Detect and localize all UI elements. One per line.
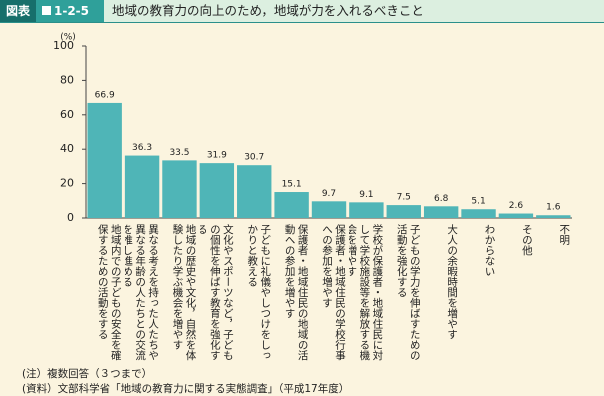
category-label: わからない (483, 224, 496, 277)
category-label: その他 (520, 224, 533, 256)
bar (199, 163, 235, 218)
value-label: 36.3 (132, 143, 152, 153)
note: (注）複数回答（３つまで） (22, 368, 153, 380)
y-tick-label: 80 (60, 73, 74, 86)
y-tick-label: 40 (60, 142, 74, 155)
bar (349, 202, 384, 218)
value-label: 15.1 (282, 180, 302, 190)
value-label: 9.1 (359, 190, 373, 200)
category-label: 文化やスポーツなど，子どもの個性を伸ばす教育を強化する (199, 224, 234, 361)
figure-label: 図表 (0, 0, 36, 22)
unit-label: (%) (60, 33, 76, 43)
figure-title: 地域の教育力の向上のため，地域が力を入れるべきこと (112, 3, 424, 18)
value-label: 2.6 (509, 201, 524, 211)
value-label: 66.9 (95, 90, 115, 100)
figure-number: 1-2-5 (54, 4, 90, 18)
header: 図表 1-2-5 地域の教育力の向上のため，地域が力を入れるべきこと (0, 0, 604, 23)
source: (資料）文部科学省「地域の教育力に関する実態調査」（平成17年度） (22, 383, 350, 395)
value-label: 5.1 (471, 197, 485, 207)
bar (536, 215, 571, 218)
y-tick-label: 20 (60, 177, 74, 190)
y-tick-label: 0 (67, 211, 74, 224)
value-label: 7.5 (397, 193, 411, 203)
value-label: 31.9 (207, 151, 227, 161)
category-label: 異なる考えを持った人たちや異なる年齢の人たちとの交流を推し進める (125, 224, 160, 361)
value-label: 6.8 (434, 194, 449, 204)
bar (498, 213, 534, 218)
bar (87, 102, 122, 218)
value-label: 1.6 (546, 203, 561, 213)
figure-number-box: 1-2-5 (36, 0, 104, 22)
y-tick-label: 60 (60, 108, 74, 121)
category-label: 地域の歴史や文化，自然を体験したり学ぶ機会を増やす (171, 224, 197, 361)
category-label: 子どもの学力を伸ばすための活動を強化する (395, 224, 421, 361)
bar (274, 192, 309, 218)
category-label: 学校が保護者・地域住民に対して学校施設等を解放する機会を増やす (349, 224, 384, 361)
bar (237, 165, 272, 218)
category-label: 不明 (558, 224, 571, 245)
category-label: 子どもに礼儀やしつけをしっかりと教える (246, 224, 272, 361)
square-icon (42, 6, 51, 15)
bar (162, 160, 197, 218)
value-label: 9.7 (322, 189, 336, 199)
value-label: 33.5 (169, 148, 189, 158)
bar (124, 155, 160, 218)
category-label: 保護者・地域住民の学校行事への参加を増やす (321, 224, 346, 361)
bar (311, 201, 347, 218)
category-label: 大人の余暇時間を増やす (446, 224, 459, 340)
category-label: 保護者・地域住民の地域の活動への参加を増やす (283, 224, 309, 361)
bar (386, 205, 421, 218)
bar (461, 209, 496, 218)
value-label: 30.7 (244, 153, 264, 163)
bar (423, 206, 459, 218)
category-label: 地域内での子どもの安全を確保するための活動をする (96, 224, 122, 361)
y-tick-label: 100 (53, 39, 74, 52)
